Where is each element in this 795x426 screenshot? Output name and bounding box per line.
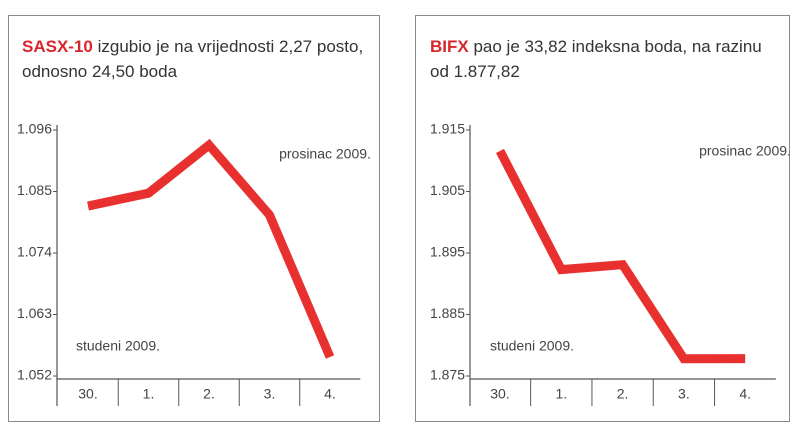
line-series — [87, 138, 335, 359]
x-tick-label: 1. — [555, 386, 567, 402]
chart: 1.052 1.063 1.074 1.085 1.096 30. 1. 2. 3. 4. pros… — [17, 121, 371, 406]
y-tick-label: 1.895 — [430, 244, 465, 260]
y-tick-label: 1.052 — [17, 367, 52, 383]
y-tick-label: 1.085 — [17, 182, 52, 198]
heading: SASX-10 izgubio je na vrijednosti 2,27 p… — [22, 34, 367, 84]
y-tick-label: 1.063 — [17, 305, 52, 321]
y-tick-label: 1.875 — [430, 367, 465, 383]
y-tick-label: 1.885 — [430, 305, 465, 321]
x-tick-label: 30. — [490, 386, 509, 402]
x-tick-label: 2. — [203, 386, 215, 402]
chart-subtitle: pao je 33,82 indeksna boda, na razinu od… — [430, 37, 762, 81]
annotation: prosinac 2009. — [699, 143, 790, 159]
chart-title: BIFX — [430, 37, 469, 56]
x-tick-label: 30. — [78, 386, 97, 402]
line-series — [496, 148, 746, 364]
x-tick-label: 1. — [143, 386, 155, 402]
annotation: prosinac 2009. — [279, 146, 371, 162]
panel — [415, 15, 790, 422]
panel — [8, 15, 380, 422]
chart: 1.875 1.885 1.895 1.905 1.915 30. 1. 2. 3. 4. pros… — [430, 121, 790, 406]
x-tick-label: 4. — [739, 386, 751, 402]
y-tick-label: 1.074 — [17, 244, 52, 260]
annotation: studeni 2009. — [76, 338, 160, 354]
chart-subtitle: izgubio je na vrijednosti 2,27 posto, od… — [22, 37, 364, 81]
y-tick-label: 1.905 — [430, 182, 465, 198]
heading: BIFX pao je 33,82 indeksna boda, na razi… — [430, 34, 775, 84]
y-tick-label: 1.915 — [430, 121, 465, 137]
x-tick-label: 2. — [617, 386, 629, 402]
x-tick-label: 3. — [264, 386, 276, 402]
x-tick-label: 3. — [678, 386, 690, 402]
chart-title: SASX-10 — [22, 37, 93, 56]
y-tick-label: 1.096 — [17, 121, 52, 137]
annotation: studeni 2009. — [490, 338, 574, 354]
x-tick-label: 4. — [324, 386, 336, 402]
